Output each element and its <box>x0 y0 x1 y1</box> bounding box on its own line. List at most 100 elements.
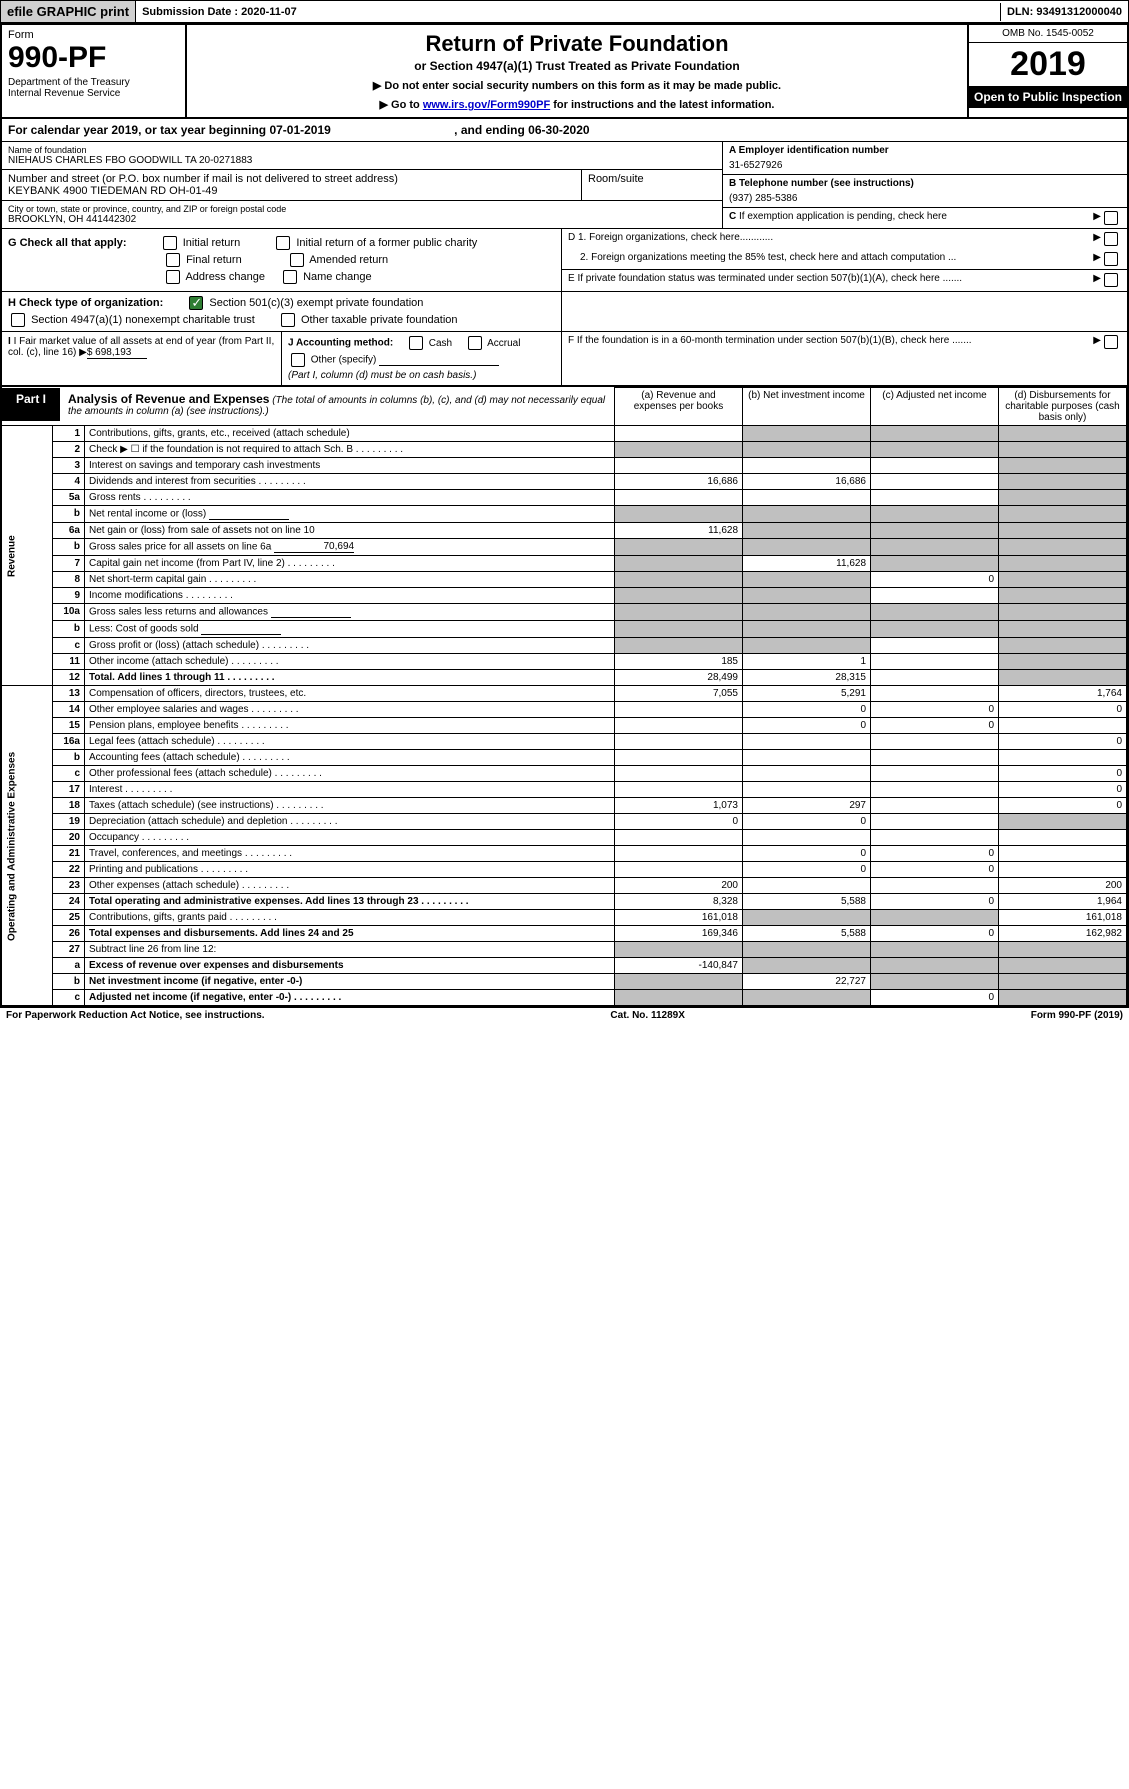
addr-label: Number and street (or P.O. box number if… <box>8 173 575 185</box>
omb-number: OMB No. 1545-0052 <box>969 25 1127 43</box>
footer-mid: Cat. No. 11289X <box>610 1010 684 1021</box>
page-footer: For Paperwork Reduction Act Notice, see … <box>0 1008 1129 1023</box>
d2-checkbox[interactable] <box>1104 252 1118 266</box>
phone-label: B Telephone number (see instructions) <box>729 178 914 189</box>
g-amended-return[interactable] <box>290 253 304 267</box>
h-501c3-checkbox[interactable] <box>189 296 203 310</box>
form-subtitle: or Section 4947(a)(1) Trust Treated as P… <box>193 59 961 73</box>
table-row: bNet rental income or (loss) <box>2 506 1127 523</box>
e-checkbox[interactable] <box>1104 273 1118 287</box>
table-row: 15Pension plans, employee benefits00 <box>2 718 1127 734</box>
table-row: 26Total expenses and disbursements. Add … <box>2 926 1127 942</box>
g-final-return[interactable] <box>166 253 180 267</box>
h-section: H Check type of organization: Section 50… <box>2 292 562 331</box>
table-row: 11Other income (attach schedule)1851 <box>2 654 1127 670</box>
c-checkbox[interactable] <box>1104 211 1118 225</box>
j-accrual-checkbox[interactable] <box>468 336 482 350</box>
j-other-checkbox[interactable] <box>291 353 305 367</box>
table-row: 5aGross rents <box>2 490 1127 506</box>
part1-tag: Part I <box>2 388 60 421</box>
table-row: 9Income modifications <box>2 588 1127 604</box>
ein-label: A Employer identification number <box>729 145 889 156</box>
table-row: aExcess of revenue over expenses and dis… <box>2 958 1127 974</box>
g-section: G Check all that apply: Initial return I… <box>2 229 562 291</box>
h-other-taxable-checkbox[interactable] <box>281 313 295 327</box>
table-row: 21Travel, conferences, and meetings00 <box>2 846 1127 862</box>
footer-left: For Paperwork Reduction Act Notice, see … <box>6 1010 265 1021</box>
j-section: J Accounting method: Cash Accrual Other … <box>282 332 562 385</box>
table-row: 12Total. Add lines 1 through 1128,49928,… <box>2 670 1127 686</box>
c-label: If exemption application is pending, che… <box>739 211 947 222</box>
table-row: 10aGross sales less returns and allowanc… <box>2 604 1127 621</box>
table-row: 27Subtract line 26 from line 12: <box>2 942 1127 958</box>
table-row: 4Dividends and interest from securities1… <box>2 474 1127 490</box>
fmv-value: $ 698,193 <box>87 347 147 359</box>
d1-label: D 1. Foreign organizations, check here..… <box>568 232 1093 246</box>
dept-treasury: Department of the Treasury Internal Reve… <box>8 77 179 99</box>
g-initial-return[interactable] <box>163 236 177 250</box>
j-cash-checkbox[interactable] <box>409 336 423 350</box>
d2-label: 2. Foreign organizations meeting the 85%… <box>568 252 1093 266</box>
street-address: KEYBANK 4900 TIEDEMAN RD OH-01-49 <box>8 185 575 197</box>
table-row: Revenue1Contributions, gifts, grants, et… <box>2 426 1127 442</box>
table-row: 17Interest0 <box>2 782 1127 798</box>
table-row: 14Other employee salaries and wages000 <box>2 702 1127 718</box>
room-label: Room/suite <box>588 173 716 185</box>
h-4947-checkbox[interactable] <box>11 313 25 327</box>
phone-value: (937) 285-5386 <box>729 189 1121 204</box>
foundation-name: NIEHAUS CHARLES FBO GOODWILL TA 20-02718… <box>8 155 716 166</box>
e-label: E If private foundation status was termi… <box>568 273 1093 287</box>
form-number: 990-PF <box>8 41 179 75</box>
table-row: 20Occupancy <box>2 830 1127 846</box>
open-public-badge: Open to Public Inspection <box>969 86 1127 108</box>
table-row: 3Interest on savings and temporary cash … <box>2 458 1127 474</box>
col-d-header: (d) Disbursements for charitable purpose… <box>999 388 1127 426</box>
table-row: 19Depreciation (attach schedule) and dep… <box>2 814 1127 830</box>
table-row: 7Capital gain net income (from Part IV, … <box>2 556 1127 572</box>
table-row: 24Total operating and administrative exp… <box>2 894 1127 910</box>
g-initial-former[interactable] <box>276 236 290 250</box>
table-row: cOther professional fees (attach schedul… <box>2 766 1127 782</box>
form-label: Form <box>8 29 179 41</box>
table-row: 16aLegal fees (attach schedule)0 <box>2 734 1127 750</box>
col-a-header: (a) Revenue and expenses per books <box>615 388 743 426</box>
table-row: Operating and Administrative Expenses13C… <box>2 686 1127 702</box>
f-checkbox[interactable] <box>1104 335 1118 349</box>
table-row: cAdjusted net income (if negative, enter… <box>2 990 1127 1006</box>
city-state-zip: BROOKLYN, OH 441442302 <box>8 214 716 225</box>
efile-button[interactable]: efile GRAPHIC print <box>1 1 136 22</box>
table-row: bGross sales price for all assets on lin… <box>2 539 1127 556</box>
table-row: bAccounting fees (attach schedule) <box>2 750 1127 766</box>
name-label: Name of foundation <box>8 145 716 155</box>
top-bar: efile GRAPHIC print Submission Date : 20… <box>0 0 1129 23</box>
table-row: bNet investment income (if negative, ent… <box>2 974 1127 990</box>
col-b-header: (b) Net investment income <box>743 388 871 426</box>
tax-year: 2019 <box>969 43 1127 86</box>
form-container: Form 990-PF Department of the Treasury I… <box>0 23 1129 1008</box>
g-address-change[interactable] <box>166 270 180 284</box>
form-header: Form 990-PF Department of the Treasury I… <box>2 25 1127 119</box>
part1-table: Part I Analysis of Revenue and Expenses … <box>2 387 1127 1006</box>
f-label: F If the foundation is in a 60-month ter… <box>568 335 1093 349</box>
submission-date: Submission Date : 2020-11-07 <box>136 3 1001 21</box>
table-row: 18Taxes (attach schedule) (see instructi… <box>2 798 1127 814</box>
instruction-1: ▶ Do not enter social security numbers o… <box>193 79 961 92</box>
table-row: cGross profit or (loss) (attach schedule… <box>2 638 1127 654</box>
d1-checkbox[interactable] <box>1104 232 1118 246</box>
col-c-header: (c) Adjusted net income <box>871 388 999 426</box>
instruction-2: ▶ Go to www.irs.gov/Form990PF for instru… <box>193 98 961 111</box>
ein-value: 31-6527926 <box>729 156 1121 171</box>
table-row: 2Check ▶ ☐ if the foundation is not requ… <box>2 442 1127 458</box>
table-row: 23Other expenses (attach schedule)200200 <box>2 878 1127 894</box>
g-name-change[interactable] <box>283 270 297 284</box>
table-row: 8Net short-term capital gain0 <box>2 572 1127 588</box>
table-row: 22Printing and publications00 <box>2 862 1127 878</box>
table-row: bLess: Cost of goods sold <box>2 621 1127 638</box>
form-title: Return of Private Foundation <box>193 31 961 57</box>
table-row: 6aNet gain or (loss) from sale of assets… <box>2 523 1127 539</box>
city-label: City or town, state or province, country… <box>8 204 716 214</box>
i-section: I I Fair market value of all assets at e… <box>2 332 282 385</box>
dln-field: DLN: 93491312000040 <box>1001 3 1128 21</box>
footer-right: Form 990-PF (2019) <box>1031 1010 1123 1021</box>
irs-link[interactable]: www.irs.gov/Form990PF <box>423 99 550 111</box>
